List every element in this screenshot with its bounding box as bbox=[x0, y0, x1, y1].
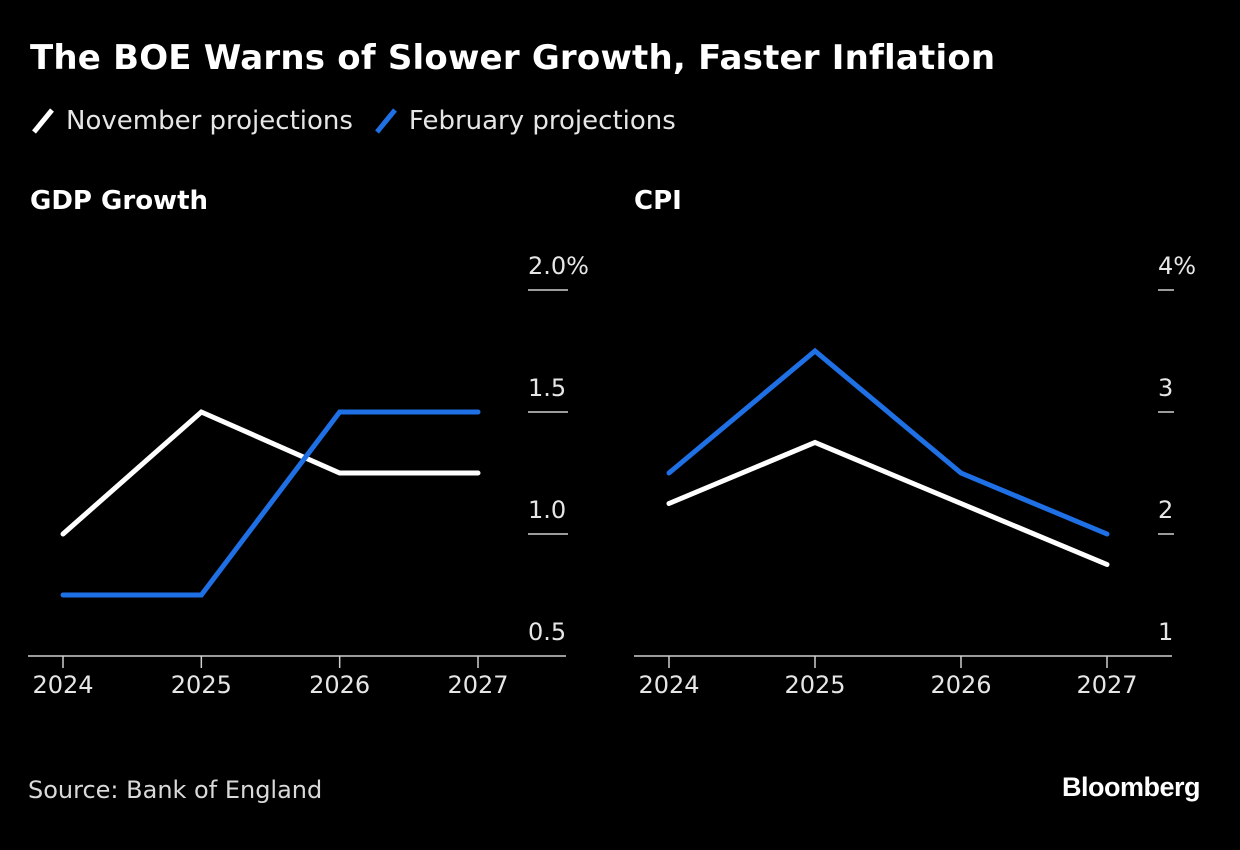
x-tick-label: 2026 bbox=[930, 671, 991, 699]
y-tick-label: 4% bbox=[1158, 252, 1196, 280]
x-tick-label: 2027 bbox=[447, 671, 508, 699]
y-tick-label: 3 bbox=[1158, 374, 1173, 402]
x-tick-label: 2025 bbox=[784, 671, 845, 699]
legend-swatch-february-icon bbox=[374, 108, 397, 134]
legend-label-november: November projections bbox=[66, 106, 353, 136]
gdp-growth-chart: 0.5 1.0 1.5 2.0% 2024 2025 2026 2027 bbox=[28, 252, 589, 699]
series-line-february-projections bbox=[666, 347, 1110, 537]
legend-swatch-november-icon bbox=[32, 108, 54, 134]
panel-title-gdp: GDP Growth bbox=[30, 186, 209, 216]
y-tick-label: 1 bbox=[1158, 618, 1173, 646]
legend: November projections February projection… bbox=[30, 106, 696, 136]
legend-item-november: November projections bbox=[30, 106, 353, 136]
panel-title-cpi: CPI bbox=[634, 186, 682, 216]
x-tick-label: 2024 bbox=[32, 671, 93, 699]
chart-title: The BOE Warns of Slower Growth, Faster I… bbox=[30, 38, 996, 78]
series-line-november-projections bbox=[60, 409, 481, 537]
y-tick-label: 1.5 bbox=[528, 374, 566, 402]
x-tick-label: 2024 bbox=[638, 671, 699, 699]
y-tick-label: 1.0 bbox=[528, 496, 566, 524]
series-line-november-projections bbox=[666, 439, 1110, 567]
x-tick-label: 2025 bbox=[171, 671, 232, 699]
y-tick-label: 2.0% bbox=[528, 252, 589, 280]
bloomberg-logo: Bloomberg bbox=[1061, 772, 1201, 802]
legend-label-february: February projections bbox=[408, 106, 676, 136]
series-line-february-projections bbox=[60, 409, 481, 598]
x-tick-label: 2026 bbox=[309, 671, 370, 699]
source-note: Source: Bank of England bbox=[28, 776, 323, 804]
y-tick-label: 0.5 bbox=[528, 618, 566, 646]
y-tick-label: 2 bbox=[1158, 496, 1173, 524]
x-tick-label: 2027 bbox=[1076, 671, 1137, 699]
cpi-chart: 1 2 3 4% 2024 2025 2026 2027 bbox=[634, 252, 1196, 699]
legend-item-february: February projections bbox=[373, 106, 676, 136]
